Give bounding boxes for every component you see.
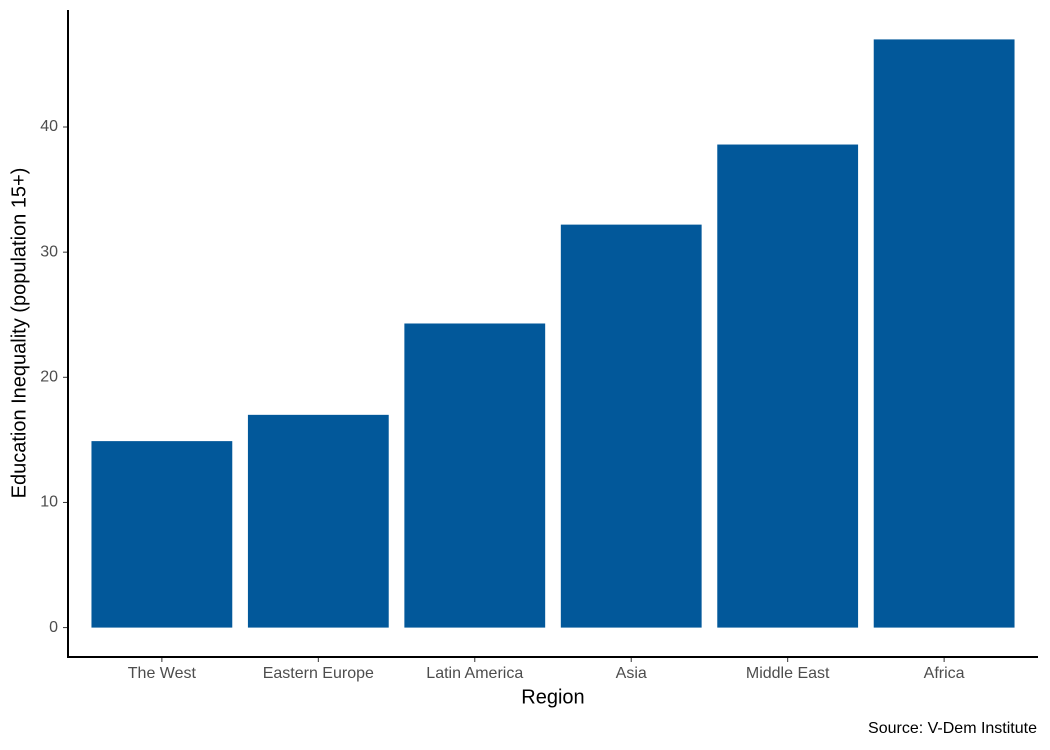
x-tick-label: The West bbox=[128, 665, 197, 682]
bar bbox=[560, 224, 702, 628]
bar bbox=[717, 144, 859, 628]
y-tick-label: 0 bbox=[49, 619, 58, 636]
x-tick-label: Latin America bbox=[426, 665, 523, 682]
x-tick-label: Asia bbox=[616, 665, 647, 682]
bar bbox=[873, 39, 1015, 628]
x-axis-title: Region bbox=[521, 686, 584, 708]
bar bbox=[91, 441, 233, 628]
x-tick-label: Middle East bbox=[746, 665, 830, 682]
y-tick-label: 10 bbox=[40, 494, 58, 511]
y-tick-label: 40 bbox=[40, 118, 58, 135]
x-tick-label: Eastern Europe bbox=[263, 665, 374, 682]
bar bbox=[247, 414, 389, 628]
bar bbox=[404, 323, 546, 628]
y-axis-title: Education Inequality (population 15+) bbox=[8, 168, 30, 499]
y-tick-label: 30 bbox=[40, 243, 58, 260]
y-tick-label: 20 bbox=[40, 369, 58, 386]
x-tick-label: Africa bbox=[924, 665, 965, 682]
caption: Source: V-Dem Institute bbox=[868, 720, 1037, 737]
